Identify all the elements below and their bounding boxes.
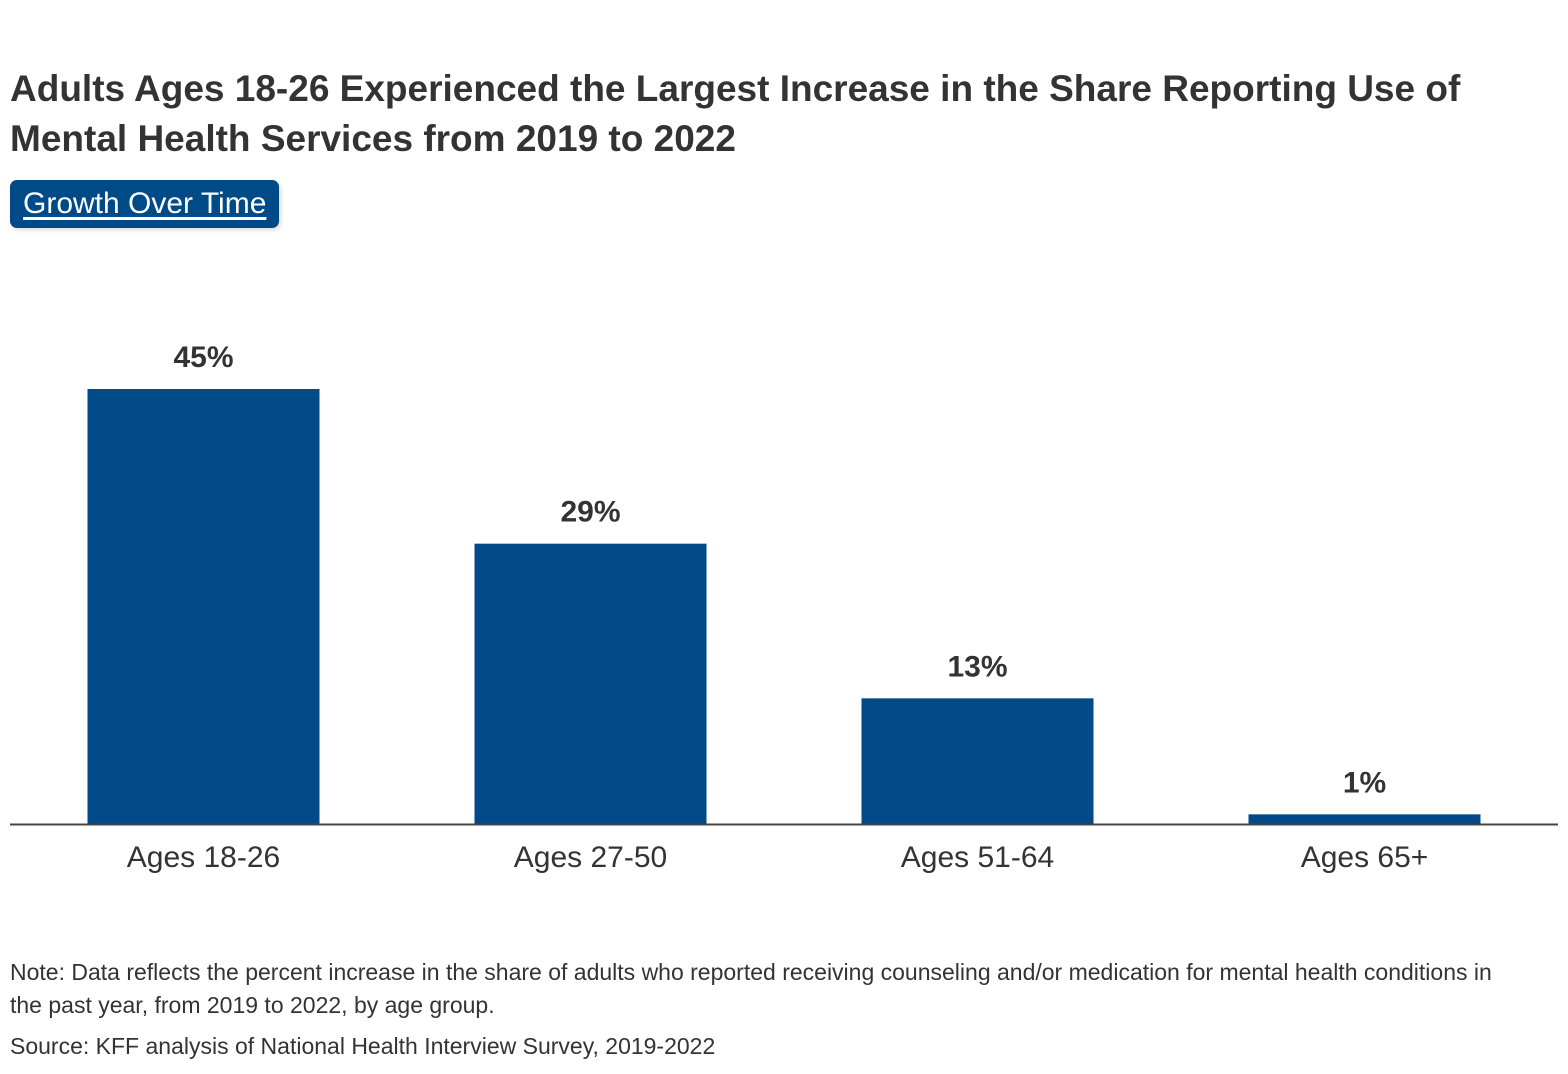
growth-over-time-button[interactable]: Growth Over Time (10, 180, 280, 228)
bar-ages-18-26 (87, 389, 320, 824)
bar-ages-51-64 (861, 698, 1094, 824)
data-label: 13% (947, 650, 1007, 683)
growth-over-time-label: Growth Over Time (23, 187, 267, 220)
chart-source: Source: KFF analysis of National Health … (10, 1033, 716, 1059)
bar-ages-65- (1248, 814, 1481, 824)
data-label: 29% (560, 496, 620, 529)
bar-chart: 45% Ages 18-26 29% Ages 27-50 13% Ages 51-64 1… (10, 341, 1558, 874)
bar-ages-27-50 (474, 543, 707, 824)
x-tick-label: Ages 27-50 (514, 841, 667, 874)
data-label: 1% (1343, 766, 1386, 799)
chart-note: Note: Data reflects the percent increase… (10, 959, 1492, 1018)
x-tick-label: Ages 65+ (1301, 841, 1429, 874)
x-tick-label: Ages 51-64 (901, 841, 1054, 874)
x-tick-label: Ages 18-26 (127, 841, 280, 874)
chart-title: Adults Ages 18-26 Experienced the Larges… (10, 68, 1461, 159)
data-label: 45% (173, 341, 233, 374)
